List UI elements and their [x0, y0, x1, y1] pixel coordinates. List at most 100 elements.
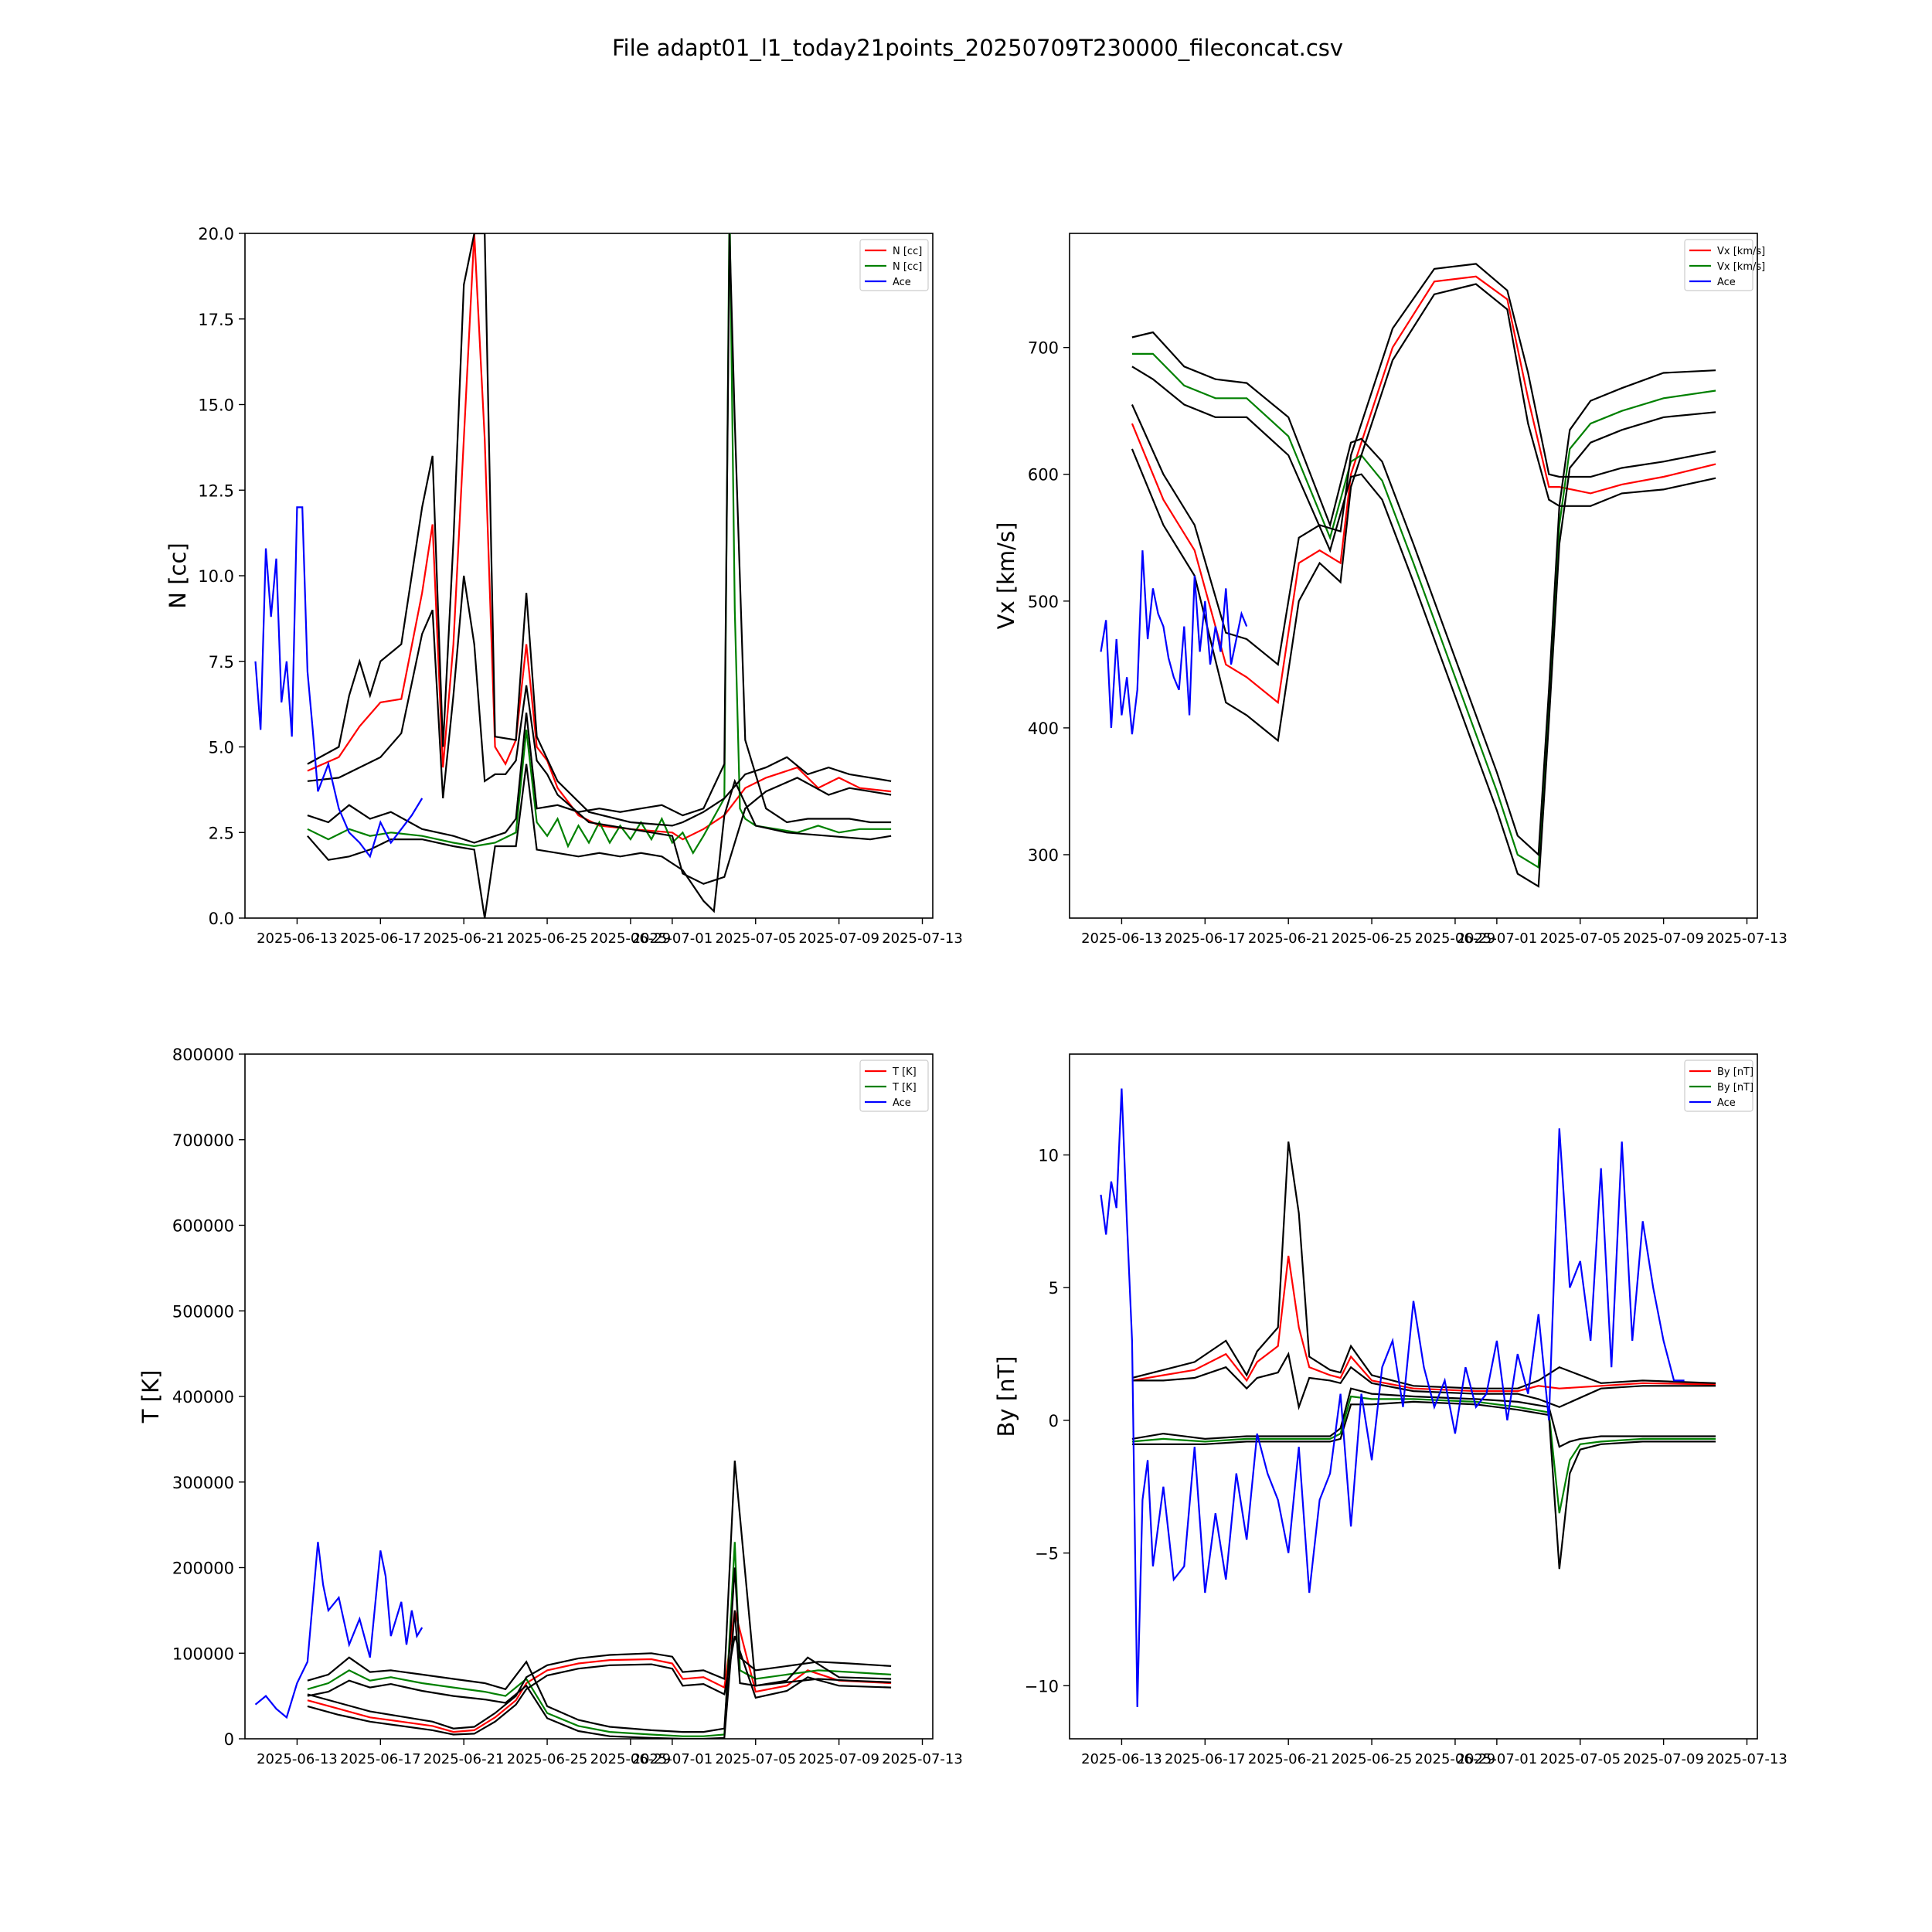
y-tick-label: −5: [1035, 1545, 1059, 1563]
x-tick-label: 2025-06-13: [257, 930, 338, 947]
bound-line-3: [1131, 366, 1716, 888]
bound-line-2: [307, 233, 892, 844]
x-tick-label: 2025-06-13: [257, 1751, 338, 1767]
x-tick-label: 2025-07-05: [715, 1751, 796, 1767]
legend-box: [859, 239, 929, 291]
y-tick-label: 300000: [172, 1474, 234, 1492]
chart-density: 0.0 2.5 5.0 7.5 10.0 12.5 15.0 17.5 20.0 2025-06-…: [165, 225, 963, 947]
plot-lines: [254, 1460, 892, 1739]
y-tick-label: 800000: [172, 1046, 234, 1064]
bound-line-3: [307, 764, 892, 918]
bound-line-2: [1131, 331, 1716, 857]
x-tick-label: 2025-07-09: [798, 930, 879, 947]
series-line-green: [307, 233, 892, 855]
bound-line-2: [307, 1567, 892, 1733]
legend: T [K] T [K] Ace: [859, 1060, 929, 1112]
y-axis-label: T [K]: [138, 1370, 164, 1424]
x-tick-label: 2025-07-09: [798, 1751, 879, 1767]
legend-box: [1684, 239, 1753, 291]
y-tick-label: 400000: [172, 1388, 234, 1406]
y-tick-label: 5: [1049, 1279, 1059, 1298]
x-tick-label: 2025-07-13: [1706, 930, 1787, 947]
y-tick-label: 400: [1028, 719, 1059, 738]
y-tick-label: 0.0: [209, 910, 234, 928]
x-tick-label: 2025-07-01: [1457, 930, 1538, 947]
series-line-red: [307, 233, 892, 841]
x-tick-label: 2025-07-09: [1623, 1751, 1704, 1767]
x-tick-label: 2025-07-05: [1539, 930, 1621, 947]
x-tick-label: 2025-06-25: [1332, 1751, 1413, 1767]
plot-lines: [1100, 1088, 1716, 1707]
y-tick-label: 7.5: [209, 653, 234, 672]
series-line-green: [307, 1542, 892, 1737]
x-tick-label: 2025-07-13: [1706, 1751, 1787, 1767]
series-line-green: [1131, 352, 1716, 869]
series-line-red: [307, 1610, 892, 1733]
y-tick-label: 300: [1028, 846, 1059, 865]
series-line-ace: [254, 1542, 423, 1719]
x-tick-label: 2025-06-25: [507, 930, 588, 947]
legend-label: Vx [km/s]: [1717, 261, 1765, 273]
x-tick-label: 2025-06-25: [1332, 930, 1413, 947]
legend: N [cc] N [cc] Ace: [859, 239, 929, 291]
bound-line-3: [1131, 1400, 1716, 1570]
legend-label: T [K]: [892, 1082, 917, 1094]
y-tick-label: 500000: [172, 1302, 234, 1321]
bound-line-0: [1131, 263, 1716, 666]
plot-frame: [244, 1053, 934, 1740]
y-tick-label: 0: [1049, 1412, 1059, 1430]
x-tick-label: 2025-07-01: [1457, 1751, 1538, 1767]
legend: By [nT] By [nT] Ace: [1684, 1060, 1753, 1112]
y-tick-label: 15.0: [198, 396, 234, 415]
series-line-red: [1131, 275, 1716, 705]
legend-box: [1684, 1060, 1753, 1112]
legend: Vx [km/s] Vx [km/s] Ace: [1684, 239, 1765, 291]
x-tick-label: 2025-06-21: [423, 1751, 505, 1767]
legend-label: N [cc]: [893, 261, 922, 273]
legend-label: Vx [km/s]: [1717, 246, 1765, 257]
legend-box: [859, 1060, 929, 1112]
y-tick-label: 10: [1038, 1146, 1059, 1165]
y-tick-label: 700000: [172, 1131, 234, 1150]
figure-title: File adapt01_l1_today21points_20250709T2…: [612, 35, 1343, 61]
y-tick-label: 100000: [172, 1645, 234, 1663]
y-tick-label: 500: [1028, 593, 1059, 611]
plot-lines: [1100, 263, 1716, 888]
x-tick-label: 2025-06-25: [507, 1751, 588, 1767]
x-tick-label: 2025-06-29: [1415, 1751, 1496, 1767]
bound-line-1: [1131, 283, 1716, 743]
y-axis-label: By [nT]: [993, 1356, 1019, 1437]
bound-line-1: [307, 1635, 892, 1736]
series-line-ace: [1100, 1088, 1685, 1707]
y-tick-label: 12.5: [198, 481, 234, 500]
y-tick-label: 17.5: [198, 311, 234, 329]
y-tick-label: 20.0: [198, 225, 234, 243]
legend-label: By [nT]: [1717, 1082, 1753, 1094]
y-tick-label: 5.0: [209, 739, 234, 757]
x-tick-label: 2025-06-13: [1081, 1751, 1162, 1767]
legend-label: Ace: [1717, 1097, 1736, 1109]
plot-frame: [1069, 1053, 1758, 1740]
y-tick-label: −10: [1025, 1677, 1059, 1696]
x-tick-label: 2025-06-13: [1081, 930, 1162, 947]
y-axis-label: Vx [km/s]: [993, 522, 1019, 630]
x-tick-label: 2025-07-09: [1623, 930, 1704, 947]
series-line-ace: [1100, 550, 1248, 735]
y-tick-label: 2.5: [209, 824, 234, 842]
x-tick-label: 2025-07-05: [715, 930, 796, 947]
series-line-ace: [254, 506, 423, 859]
plot-lines: [254, 233, 892, 918]
legend-label: Ace: [893, 277, 911, 288]
series-line-red: [1131, 1255, 1716, 1393]
x-tick-label: 2025-07-13: [882, 930, 963, 947]
x-tick-label: 2025-07-13: [882, 1751, 963, 1767]
legend-label: Ace: [1717, 277, 1736, 288]
x-tick-label: 2025-06-29: [590, 1751, 672, 1767]
bound-line-3: [307, 1610, 892, 1739]
bound-line-0: [1131, 1141, 1716, 1389]
legend-label: T [K]: [892, 1066, 917, 1078]
plot-frame: [1069, 233, 1758, 919]
